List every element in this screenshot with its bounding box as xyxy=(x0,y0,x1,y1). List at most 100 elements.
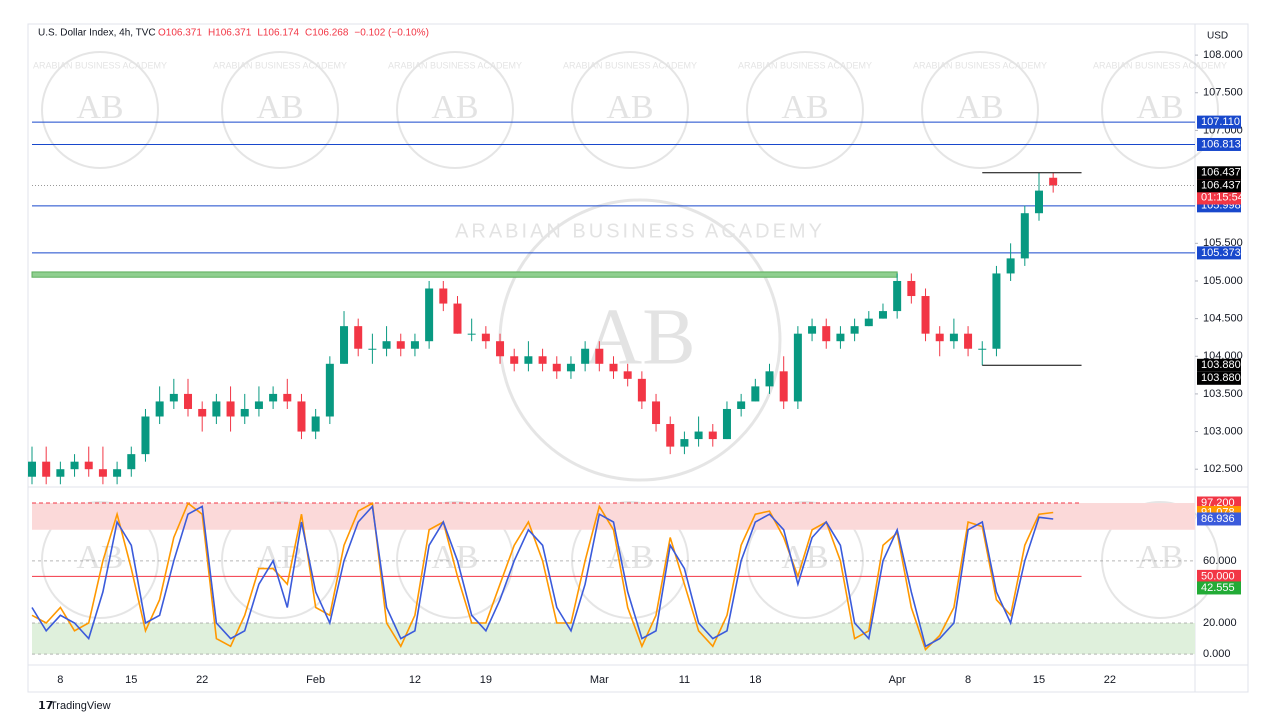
x-tick-label: 8 xyxy=(965,674,971,686)
candle-body xyxy=(113,469,122,477)
candle-body xyxy=(836,333,845,342)
candle-body xyxy=(28,461,36,477)
currency: USD xyxy=(1207,31,1228,42)
candle-body xyxy=(439,288,448,304)
y-tick-label: 108.000 xyxy=(1203,49,1243,61)
candle-body xyxy=(297,401,306,432)
candle-body xyxy=(425,288,434,342)
watermark-logo: AB xyxy=(431,89,478,126)
candle-body xyxy=(722,408,731,440)
watermark-text: ARABIAN BUSINESS ACADEMY xyxy=(738,60,872,70)
candle-body xyxy=(765,371,774,387)
series-value-label: 86.936 xyxy=(1201,513,1235,525)
x-tick-label: 11 xyxy=(679,674,690,686)
frame xyxy=(27,23,1249,693)
ohlc-info: O106.371 xyxy=(158,28,202,39)
watermark-logo: AB xyxy=(76,89,123,126)
candle-body xyxy=(184,393,193,409)
candle-body xyxy=(42,461,51,477)
candle-body xyxy=(680,439,689,447)
candle-body xyxy=(935,333,944,342)
watermark-ring xyxy=(41,501,159,619)
candle-body xyxy=(779,371,788,402)
candle-body xyxy=(964,333,973,349)
candle-body xyxy=(850,326,859,334)
series-value-box xyxy=(1197,512,1241,526)
x-tick-label: 18 xyxy=(749,674,761,686)
ohlc-info: L106.174 xyxy=(257,28,299,39)
candle-body xyxy=(269,393,278,402)
candle-body xyxy=(98,469,107,477)
candle-body xyxy=(581,348,590,364)
candle-body xyxy=(907,280,916,297)
candle-body xyxy=(566,363,575,372)
oscillator-line xyxy=(31,502,1054,651)
x-tick-label: 22 xyxy=(1104,674,1116,686)
watermark-logo: AB xyxy=(1136,539,1183,576)
ohlc-info: H106.371 xyxy=(208,28,252,39)
candle-body xyxy=(666,424,675,447)
zone xyxy=(32,623,1195,655)
ohlc-info: −0.102 (−0.10%) xyxy=(354,28,429,39)
candle-body xyxy=(410,341,419,349)
watermark-text: ARABIAN BUSINESS ACADEMY xyxy=(913,60,1047,70)
price-line-label: 106.813 xyxy=(1201,138,1241,150)
watermarks: AB ARABIAN BUSINESS ACADEMY AB ARABIAN BUSI… xyxy=(33,51,1227,619)
candle-body xyxy=(751,386,760,402)
y-tick-label: 0.000 xyxy=(1203,648,1231,660)
watermark-ring xyxy=(1101,501,1219,619)
watermark-text: ARABIAN BUSINESS ACADEMY xyxy=(388,60,522,70)
candle-body xyxy=(340,326,349,364)
candle-body xyxy=(127,454,136,470)
price-line-label-box xyxy=(1197,115,1241,129)
watermark-logo: AB xyxy=(584,293,695,381)
watermark-ring xyxy=(746,501,864,619)
candle-body xyxy=(1034,190,1043,214)
marker-label: 42.555 xyxy=(1201,582,1235,594)
marker-label: 103.880 xyxy=(1201,372,1241,384)
candle-body xyxy=(694,431,703,440)
candle-body xyxy=(737,401,746,409)
y-tick-label: 105.000 xyxy=(1203,275,1243,287)
candle-body xyxy=(921,296,930,334)
candle-body xyxy=(524,356,533,364)
candle-body xyxy=(1020,213,1029,259)
level-label: 50.000 xyxy=(1201,570,1235,582)
watermark-logo: AB xyxy=(431,539,478,576)
watermark-logo: AB xyxy=(76,539,123,576)
watermark-ring xyxy=(221,501,339,619)
marker-box xyxy=(1197,581,1241,595)
y-tick-label: 20.000 xyxy=(1203,617,1237,629)
countdown: 01:15:54 xyxy=(1201,191,1244,203)
watermark-logo: AB xyxy=(256,539,303,576)
watermark-logo: AB xyxy=(781,539,828,576)
x-tick-label: 22 xyxy=(196,674,208,686)
candle-body xyxy=(864,318,873,327)
y-tick-label: 107.500 xyxy=(1203,87,1243,99)
watermark-ring xyxy=(396,51,514,169)
marker-box xyxy=(1197,166,1241,180)
x-tick-label: 8 xyxy=(57,674,63,686)
candle-body xyxy=(396,341,405,349)
watermark-ring xyxy=(571,501,689,619)
candle-body xyxy=(609,363,618,372)
candle-body xyxy=(708,431,717,440)
footer-logo: 𝟭𝟳 xyxy=(38,700,53,712)
watermark-logo: AB xyxy=(606,539,653,576)
candle-body xyxy=(496,341,505,357)
footer: TradingView xyxy=(50,700,111,712)
watermark-logo: AB xyxy=(256,89,303,126)
watermark-text: ARABIAN BUSINESS ACADEMY xyxy=(1093,60,1227,70)
price-line-label-box xyxy=(1197,137,1241,151)
y-tick-label: 103.500 xyxy=(1203,388,1243,400)
candle-body xyxy=(70,461,79,470)
candle-body xyxy=(169,393,178,402)
candle-body xyxy=(1006,258,1015,274)
watermark-ring xyxy=(921,51,1039,169)
candle-body xyxy=(155,401,164,417)
x-tick-label: 15 xyxy=(1033,674,1045,686)
marker-box xyxy=(1197,371,1241,385)
candle-body xyxy=(992,273,1001,349)
candle-body xyxy=(283,393,292,402)
marker-label: 106.437 xyxy=(1201,180,1241,192)
